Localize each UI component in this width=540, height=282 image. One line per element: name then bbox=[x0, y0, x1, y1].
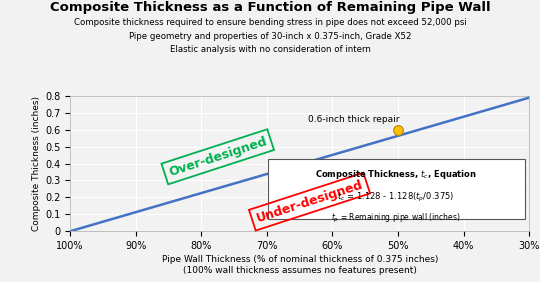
Text: 0.6-inch thick repair: 0.6-inch thick repair bbox=[308, 115, 399, 124]
Text: Composite Thickness, $t_c$, Equation: Composite Thickness, $t_c$, Equation bbox=[315, 168, 477, 180]
X-axis label: Pipe Wall Thickness (% of nominal thickness of 0.375 inches)
(100% wall thicknes: Pipe Wall Thickness (% of nominal thickn… bbox=[161, 255, 438, 275]
Text: Over-designed: Over-designed bbox=[167, 135, 268, 179]
Text: $t_c$ = 1.128 - 1.128($t_p$/0.375): $t_c$ = 1.128 - 1.128($t_p$/0.375) bbox=[338, 191, 455, 204]
Text: Composite thickness required to ensure bending stress in pipe does not exceed 52: Composite thickness required to ensure b… bbox=[73, 18, 467, 27]
Text: $t_p$ = Remaining pipe wall (inches): $t_p$ = Remaining pipe wall (inches) bbox=[332, 212, 461, 225]
Y-axis label: Composite Thickness (inches): Composite Thickness (inches) bbox=[32, 96, 41, 231]
FancyBboxPatch shape bbox=[268, 160, 525, 219]
Text: Under-designed: Under-designed bbox=[254, 178, 364, 225]
Text: Pipe geometry and properties of 30-inch x 0.375-inch, Grade X52: Pipe geometry and properties of 30-inch … bbox=[129, 32, 411, 41]
Text: Elastic analysis with no consideration of intern: Elastic analysis with no consideration o… bbox=[170, 45, 370, 54]
Text: Composite Thickness as a Function of Remaining Pipe Wall: Composite Thickness as a Function of Rem… bbox=[50, 1, 490, 14]
